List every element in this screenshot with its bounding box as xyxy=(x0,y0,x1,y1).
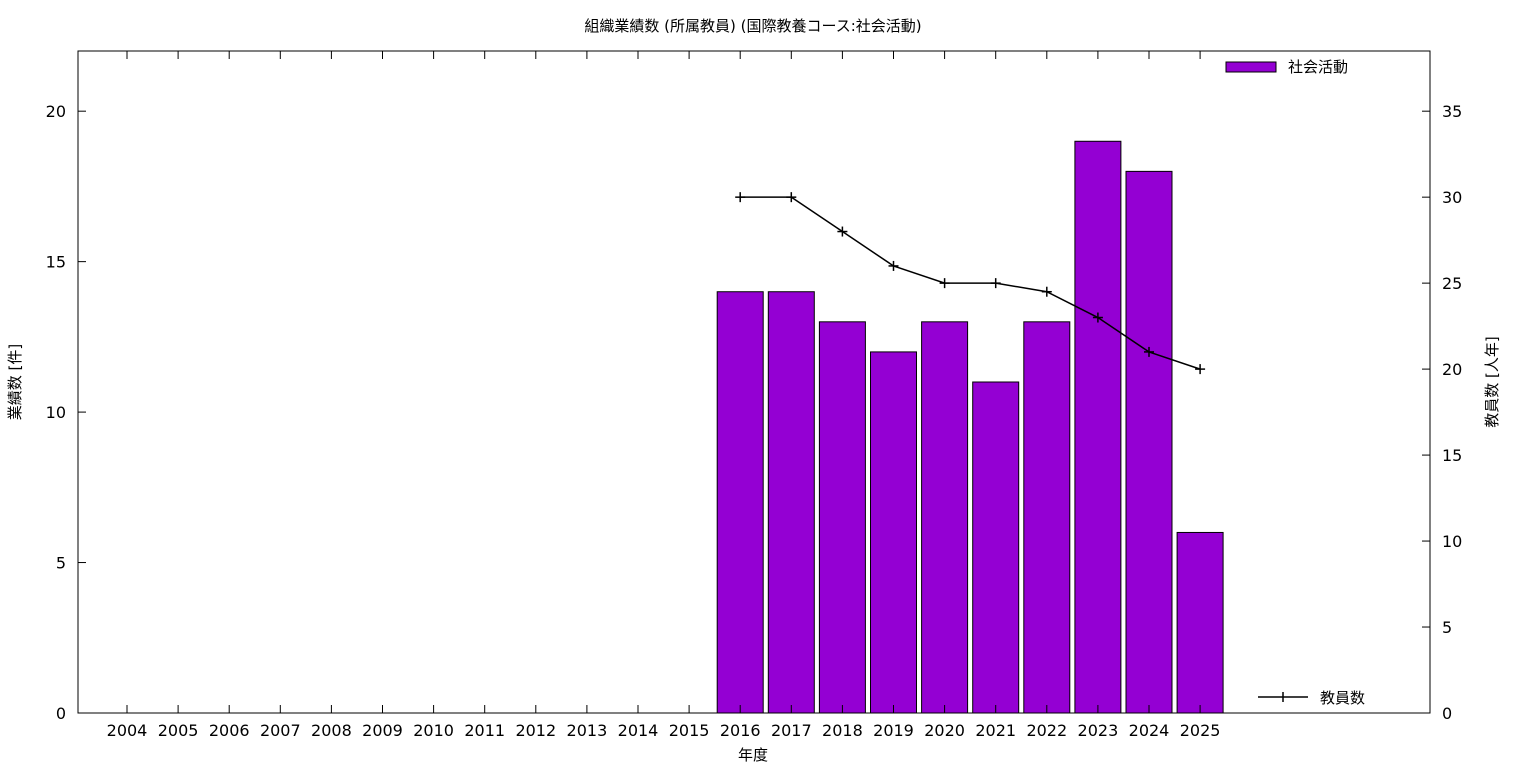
x-tick-label-2025: 2025 xyxy=(1180,721,1221,740)
y-tick-label-5: 5 xyxy=(56,554,66,573)
x-tick-label-2005: 2005 xyxy=(158,721,199,740)
point-2018 xyxy=(837,226,848,237)
legend-bar: 社会活動 xyxy=(1225,58,1348,76)
line-faculty-count xyxy=(740,196,1201,370)
point-2024 xyxy=(1144,346,1154,357)
bar-2019 xyxy=(870,351,917,714)
x-axis-label: 年度 xyxy=(738,746,768,764)
y2-tick-label-35: 35 xyxy=(1442,102,1462,121)
point-2020 xyxy=(939,278,950,289)
bar-2025 xyxy=(1176,531,1224,714)
y-tick-label-0: 0 xyxy=(56,704,66,723)
x-tick-label-2021: 2021 xyxy=(975,721,1016,740)
bar-2023 xyxy=(1074,140,1122,714)
legend-bar-swatch xyxy=(1225,61,1277,73)
y2-axis-label: 教員数 [人年] xyxy=(1483,336,1501,427)
point-2021 xyxy=(990,278,1001,289)
bar-2021 xyxy=(972,381,1020,714)
x-tick-label-2014: 2014 xyxy=(618,721,659,740)
x-tick-label-2018: 2018 xyxy=(822,721,863,740)
x-tick-label-2017: 2017 xyxy=(771,721,812,740)
bar-2022 xyxy=(1023,321,1071,714)
legend-line: 教員数 xyxy=(1258,689,1365,707)
y2-tick-label-10: 10 xyxy=(1442,532,1462,551)
x-tick-label-2004: 2004 xyxy=(107,721,148,740)
y-tick-label-15: 15 xyxy=(46,253,66,272)
bar-2016 xyxy=(716,291,764,714)
point-2023 xyxy=(1092,312,1103,323)
x-tick-label-2016: 2016 xyxy=(720,721,761,740)
bar-2024 xyxy=(1125,170,1173,714)
y2-tick-label-20: 20 xyxy=(1442,360,1462,379)
legend-bar-label: 社会活動 xyxy=(1288,58,1348,76)
point-2017 xyxy=(786,192,797,203)
y-tick-label-20: 20 xyxy=(46,102,66,121)
x-tick-label-2023: 2023 xyxy=(1078,721,1119,740)
y2-tick-label-0: 0 xyxy=(1442,704,1452,723)
legend-line-label: 教員数 xyxy=(1320,689,1365,707)
bar-2017 xyxy=(767,291,815,714)
y-axis-label: 業績数 [件] xyxy=(6,344,24,420)
bar-2018 xyxy=(818,321,866,714)
point-2025 xyxy=(1195,364,1206,375)
y-tick-label-10: 10 xyxy=(46,403,66,422)
x-tick-label-2024: 2024 xyxy=(1129,721,1170,740)
point-2019 xyxy=(888,260,899,271)
x-tick-label-2019: 2019 xyxy=(873,721,914,740)
y2-tick-label-15: 15 xyxy=(1442,446,1462,465)
x-tick-label-2022: 2022 xyxy=(1026,721,1067,740)
x-tick-label-2008: 2008 xyxy=(311,721,352,740)
y2-tick-label-5: 5 xyxy=(1442,618,1452,637)
x-tick-label-2012: 2012 xyxy=(515,721,556,740)
x-tick-label-2009: 2009 xyxy=(362,721,403,740)
point-2016 xyxy=(735,192,746,203)
y2-tick-label-30: 30 xyxy=(1442,188,1462,207)
x-tick-label-2006: 2006 xyxy=(209,721,250,740)
bar-2020 xyxy=(921,321,969,714)
x-tick-label-2010: 2010 xyxy=(413,721,454,740)
x-tick-label-2011: 2011 xyxy=(464,721,505,740)
chart-title: 組織業績数 (所属教員) (国際教養コース:社会活動) xyxy=(584,17,921,35)
point-2022 xyxy=(1041,286,1052,297)
x-tick-label-2020: 2020 xyxy=(924,721,965,740)
x-tick-label-2013: 2013 xyxy=(567,721,608,740)
x-tick-label-2015: 2015 xyxy=(669,721,710,740)
x-tick-label-2007: 2007 xyxy=(260,721,301,740)
y2-tick-label-25: 25 xyxy=(1442,274,1462,293)
